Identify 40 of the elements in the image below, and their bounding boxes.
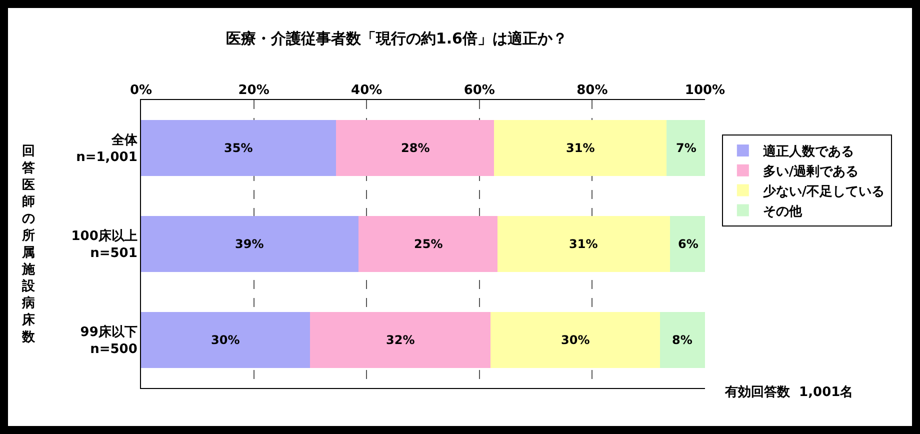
data-label: 28%	[401, 141, 430, 155]
data-label: 39%	[235, 237, 264, 251]
x-tick-label: 100%	[684, 82, 726, 98]
legend-label: 適正人数である	[762, 144, 854, 160]
x-tick-label: 0%	[130, 82, 152, 98]
y-tick-label: 100床以上 n=501	[71, 228, 138, 261]
bar	[141, 216, 359, 272]
bar	[490, 312, 660, 368]
bar	[660, 312, 705, 368]
x-tick-label: 80%	[576, 82, 608, 98]
legend-label: その他	[762, 204, 803, 220]
x-tick-label: 40%	[351, 82, 382, 98]
bar	[141, 120, 336, 176]
text: 回答医師の所属施設病床数	[22, 144, 35, 345]
data-label: 30%	[211, 333, 240, 347]
data-label: 35%	[224, 141, 253, 155]
data-label: 31%	[569, 237, 598, 251]
chart-title: 医療・介護従事者数「現行の約1.6倍」は適正か？	[226, 30, 568, 48]
x-tick-label: 60%	[464, 82, 495, 98]
y-tick-label: 全体 n=1,001	[76, 133, 138, 165]
data-label: 6%	[678, 237, 698, 251]
x-tick-label: 20%	[238, 82, 270, 98]
y-tick-label: 99床以下 n=500	[80, 324, 138, 357]
bar	[670, 216, 705, 272]
data-label: 32%	[386, 333, 415, 347]
data-label: 25%	[414, 237, 443, 251]
bar	[336, 120, 494, 176]
legend-label: 多い/過剰である	[762, 163, 859, 180]
data-label: 31%	[566, 141, 595, 155]
bar	[141, 312, 310, 368]
data-label: 8%	[672, 333, 692, 347]
data-label: 30%	[561, 333, 590, 347]
text: 有効回答数 1,001名	[724, 384, 854, 400]
legend-label: 少ない/不足している	[762, 184, 885, 200]
bar	[310, 312, 491, 368]
bar	[494, 120, 667, 176]
data-label: 7%	[676, 141, 696, 155]
bar	[497, 216, 670, 272]
bar	[358, 216, 498, 272]
bar	[666, 120, 705, 176]
